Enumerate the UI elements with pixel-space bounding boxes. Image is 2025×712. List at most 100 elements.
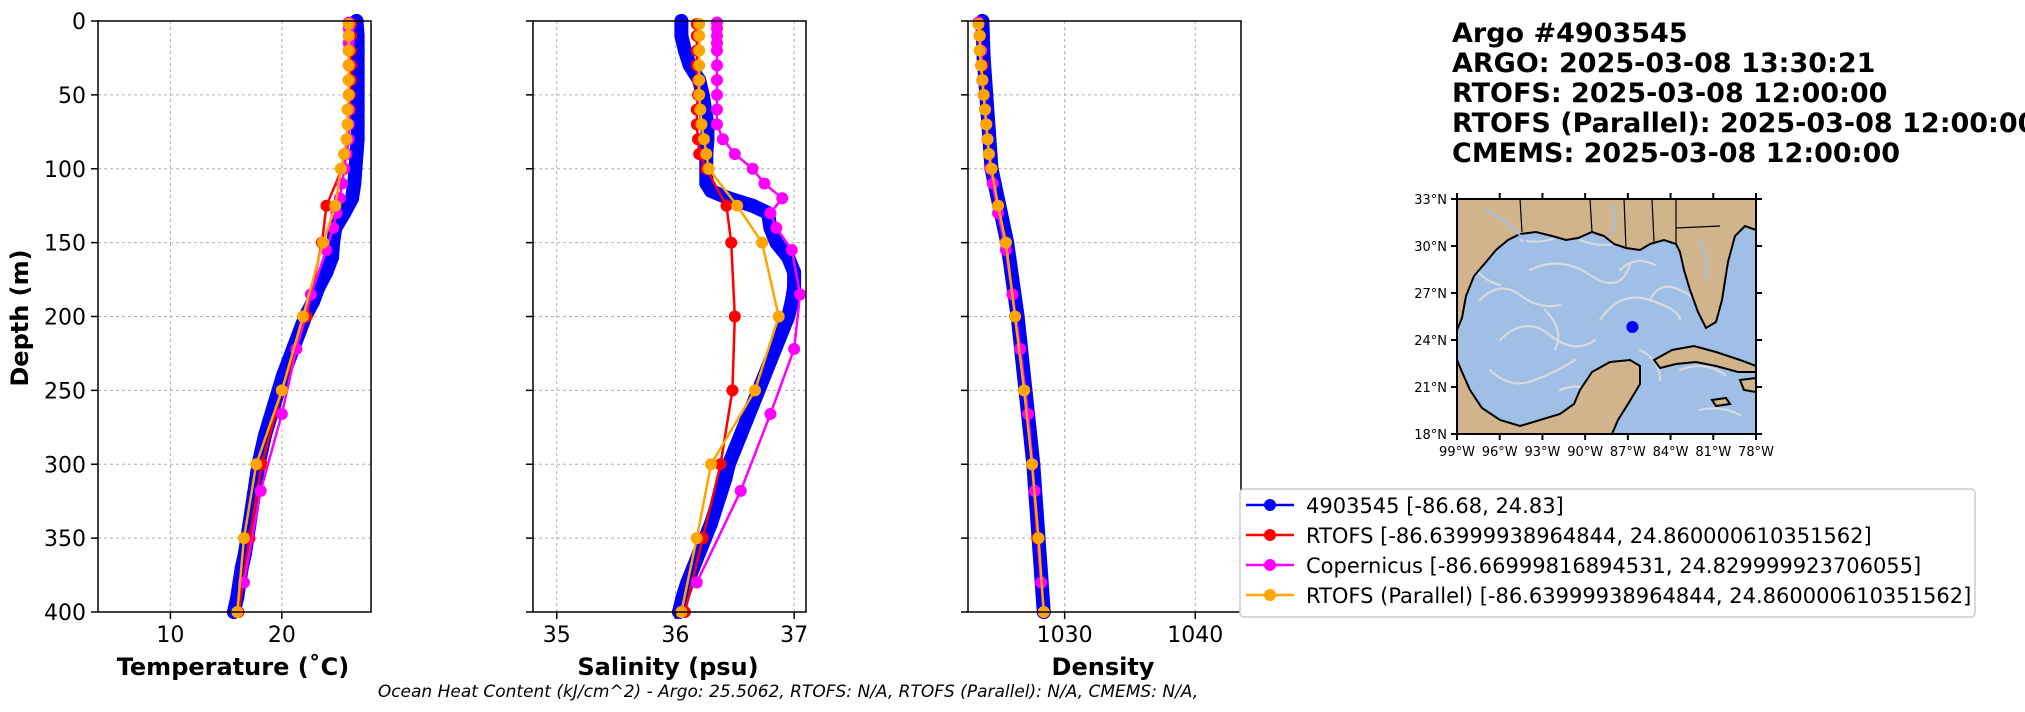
density-axes-frame (967, 20, 1242, 613)
salinity-data-point-copernicus (710, 59, 723, 72)
legend-box (1239, 488, 1976, 618)
map-lat-label: 30°N (1414, 240, 1447, 255)
temperature-data-point-4903545 (347, 176, 362, 191)
depth-tick-label: 150 (44, 232, 86, 257)
legend-swatch-marker (1264, 529, 1276, 541)
map-lat-label: 18°N (1414, 428, 1447, 443)
salinity-data-point-rtofs-parallel (695, 118, 708, 131)
salinity-data-point-rtofs-parallel (705, 458, 718, 471)
title-block: Argo #4903545 ARGO: 2025-03-08 13:30:21 … (1452, 18, 2025, 169)
temperature-data-point-4903545 (349, 146, 364, 161)
temperature-data-point-rtofs-parallel (338, 147, 351, 160)
salinity-axes-frame (532, 20, 807, 613)
salinity-tick-label: 37 (780, 623, 808, 648)
temperature-data-point-rtofs-parallel (250, 458, 263, 471)
temperature-data-point-rtofs-parallel (329, 199, 342, 212)
salinity-data-point-rtofs-parallel (693, 17, 706, 30)
salinity-data-point-copernicus (770, 221, 783, 234)
map-lat-label: 21°N (1414, 381, 1447, 396)
salinity-data-point-copernicus (788, 343, 801, 356)
salinity-data-point-4903545 (708, 501, 723, 516)
salinity-data-point-4903545 (713, 486, 728, 501)
density-data-point-rtofs-parallel (978, 103, 991, 116)
temperature-data-point-rtofs-parallel (342, 88, 355, 101)
density-data-point-copernicus (1022, 408, 1035, 421)
argo-location-marker (1626, 320, 1639, 333)
density-data-point-rtofs-parallel (985, 162, 998, 175)
temperature-data-point-rtofs-parallel (317, 236, 330, 249)
legend-entry-label: Copernicus [-86.66999816894531, 24.82999… (1306, 554, 1921, 578)
temperature-data-point-rtofs-parallel (341, 118, 354, 131)
depth-tick-label: 250 (44, 379, 86, 404)
title-line-rtofs-parallel-time: RTOFS (Parallel): 2025-03-08 12:00:00 (1452, 108, 2025, 139)
salinity-data-point-rtofs-parallel (693, 59, 706, 72)
salinity-data-point-rtofs-parallel (702, 162, 715, 175)
density-data-point-rtofs-parallel (1009, 310, 1022, 323)
salinity-data-point-copernicus (710, 118, 723, 131)
temperature-axis-label: Temperature (˚C) (117, 653, 350, 681)
salinity-data-point-copernicus (710, 74, 723, 87)
salinity-data-point-copernicus (746, 162, 759, 175)
density-tick-label: 1040 (1167, 623, 1223, 648)
legend-swatch-marker (1264, 589, 1276, 601)
temperature-data-point-rtofs-parallel (275, 384, 288, 397)
density-tick-label: 1030 (1037, 623, 1093, 648)
map-state-borders (1519, 199, 1721, 249)
temperature-data-point-copernicus (254, 484, 267, 497)
salinity-data-point-copernicus (764, 408, 777, 421)
map-lon-label: 81°W (1695, 445, 1731, 460)
temperature-data-point-rtofs-parallel (342, 44, 355, 57)
salinity-data-point-4903545 (781, 309, 796, 324)
temperature-data-point-4903545 (350, 117, 365, 132)
temperature-data-point-rtofs-parallel (334, 162, 347, 175)
salinity-data-point-copernicus (764, 207, 777, 220)
salinity-data-point-rtofs-parallel (772, 310, 785, 323)
density-data-point-rtofs-parallel (992, 199, 1005, 212)
density-data-point-rtofs-parallel (982, 147, 995, 160)
density-data-point-rtofs-parallel (980, 118, 993, 131)
salinity-data-point-rtofs-parallel (697, 133, 710, 146)
legend-swatch-marker (1264, 559, 1276, 571)
salinity-data-point-copernicus (690, 576, 703, 589)
salinity-data-point-copernicus (776, 192, 789, 205)
temperature-data-point-4903545 (350, 132, 365, 147)
map-land (1457, 199, 1756, 434)
density-data-point-rtofs-parallel (1018, 384, 1031, 397)
temperature-data-point-rtofs-parallel (342, 17, 355, 30)
depth-tick-label: 50 (58, 84, 86, 109)
temperature-data-point-rtofs-parallel (342, 59, 355, 72)
temperature-data-point-rtofs-parallel (237, 532, 250, 545)
salinity-data-point-rtofs-parallel (748, 384, 761, 397)
salinity-data-point-rtofs-parallel (693, 29, 706, 42)
map-lat-label: 24°N (1414, 334, 1447, 349)
salinity-profile-panel: 35 36 37 Salinity (psu) (526, 14, 808, 681)
salinity-data-point-4903545 (775, 324, 790, 339)
salinity-data-point-4903545 (784, 294, 799, 309)
map-lat-label: 33°N (1414, 193, 1447, 208)
salinity-data-point-rtofs (728, 310, 741, 323)
salinity-data-point-rtofs (725, 236, 738, 249)
title-line-cmems-time: CMEMS: 2025-03-08 12:00:00 (1452, 138, 1900, 169)
density-data-point-rtofs-parallel (975, 59, 988, 72)
location-map: 33°N 30°N 27°N 24°N 21°N 18°N 99°W 96°W 93°W 90°W… (1414, 193, 1774, 460)
salinity-tick-label: 36 (661, 623, 689, 648)
salinity-data-point-rtofs-parallel (731, 199, 744, 212)
salinity-data-point-copernicus (710, 88, 723, 101)
depth-tick-label: 300 (44, 453, 86, 478)
map-lon-label: 90°W (1567, 445, 1603, 460)
temperature-data-point-4903545 (319, 265, 334, 280)
salinity-data-point-copernicus (716, 133, 729, 146)
temperature-axes-frame (97, 20, 372, 613)
legend-swatch-marker (1264, 499, 1276, 511)
salinity-data-point-copernicus (734, 484, 747, 497)
depth-tick-label: 200 (44, 306, 86, 331)
salinity-data-point-4903545 (674, 28, 689, 43)
temperature-series-line-copernicus (242, 21, 350, 584)
title-line-argo-id: Argo #4903545 (1452, 18, 1688, 49)
salinity-data-point-copernicus (785, 244, 798, 257)
legend-entry-label: RTOFS (Parallel) [-86.63999938964844, 24… (1306, 584, 1971, 608)
salinity-data-point-4903545 (739, 412, 754, 427)
salinity-tick-label: 35 (543, 623, 571, 648)
salinity-data-point-rtofs (714, 458, 727, 471)
